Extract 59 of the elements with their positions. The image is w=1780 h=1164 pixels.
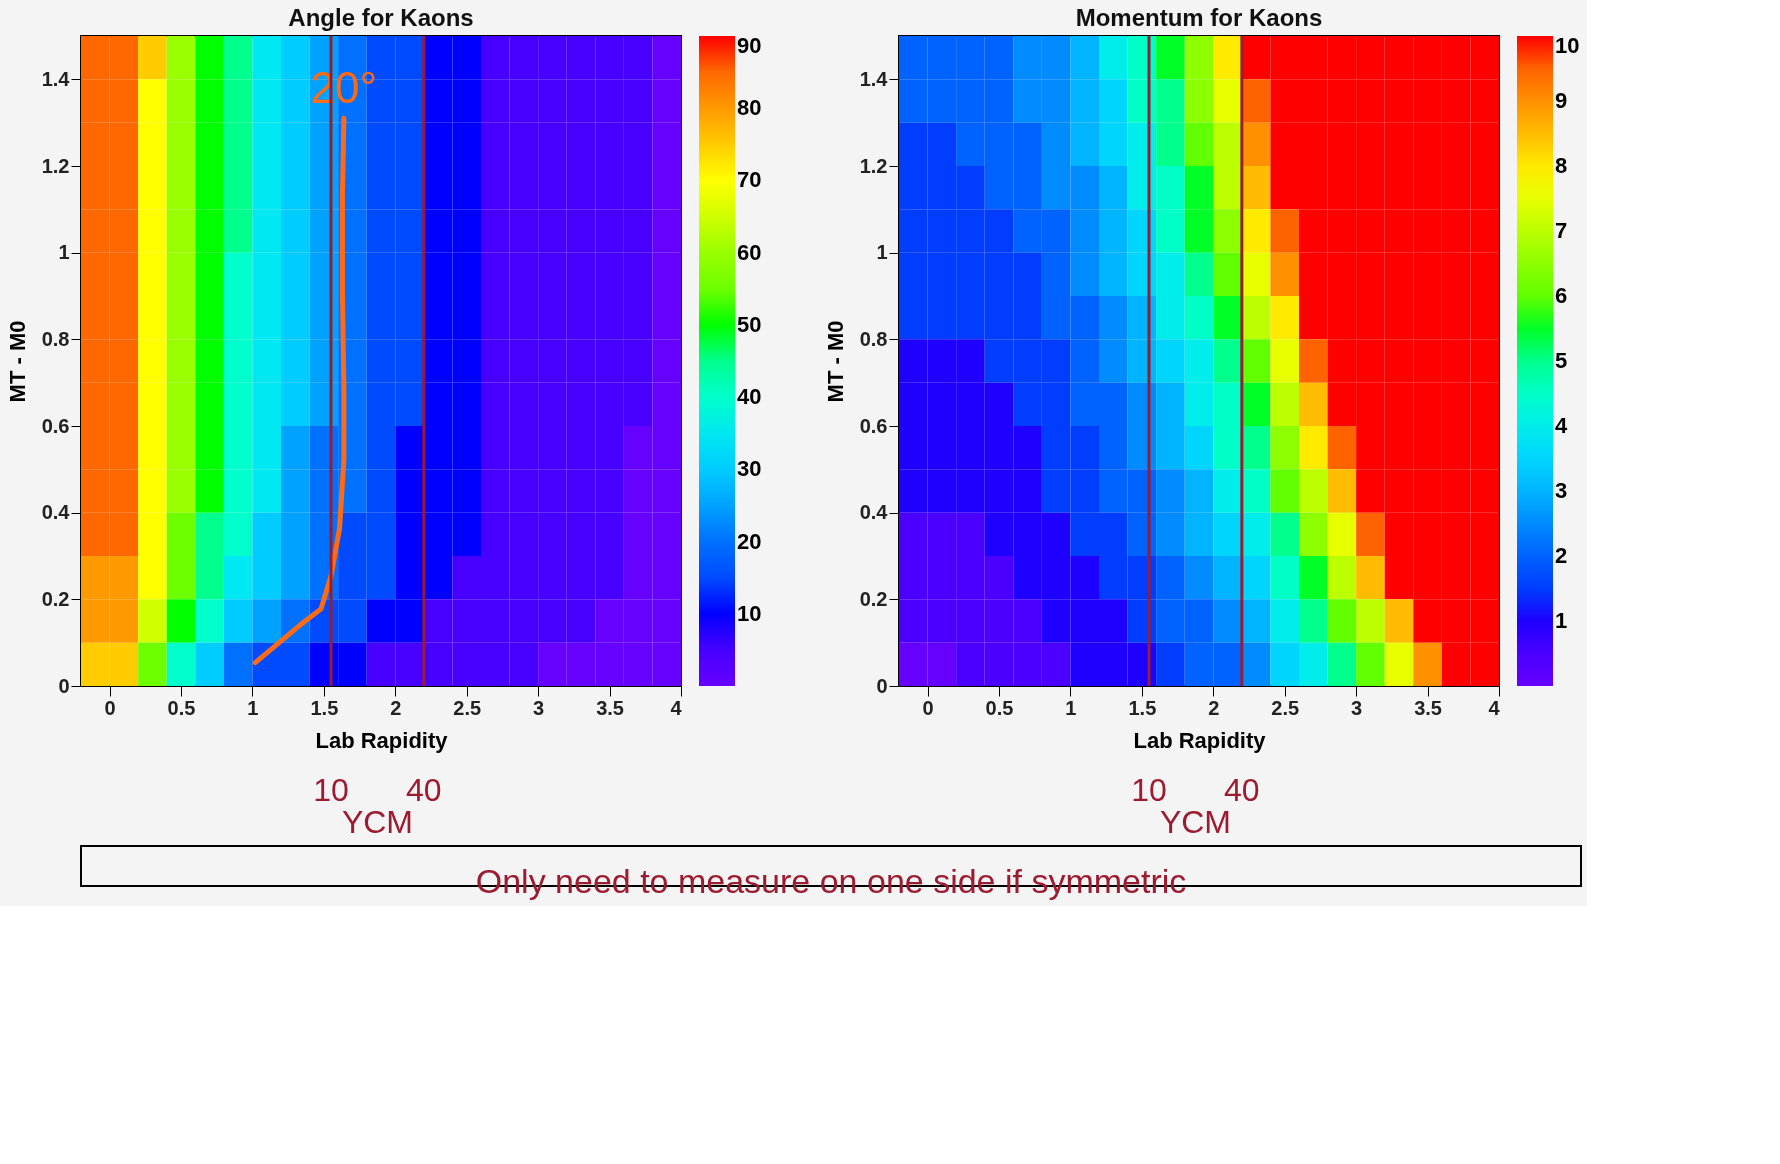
- color-bar-label: 40: [737, 384, 762, 410]
- x-tick-label: 2.5: [1271, 696, 1300, 719]
- y-tick-label: 1: [58, 241, 70, 264]
- color-bar-label: 3: [1555, 478, 1568, 503]
- y-tick-label: 1.4: [859, 67, 889, 90]
- y-tick-label: 0.8: [859, 327, 888, 350]
- color-bar-label: 9: [1555, 88, 1568, 113]
- x-tick-label: 3.5: [1414, 696, 1442, 719]
- color-bar-label: 8: [1555, 153, 1568, 178]
- x-tick-label: 3: [533, 696, 545, 719]
- x-axis-title: Lab Rapidity: [1133, 727, 1267, 753]
- x-tick-label: 3: [1351, 696, 1363, 719]
- x-tick-label: 1.5: [1128, 696, 1157, 719]
- color-bar-label: 5: [1555, 348, 1568, 373]
- x-tick-label: 0: [922, 696, 934, 719]
- y-tick-label: 1: [876, 241, 888, 264]
- x-tick-label: 3.5: [596, 696, 624, 719]
- x-tick-label: 2: [1208, 696, 1220, 719]
- color-bar-label: 80: [737, 95, 762, 121]
- x-axis-title: Lab Rapidity: [315, 727, 449, 753]
- x-tick-label: 1: [1065, 696, 1077, 719]
- y-tick-label: 0.2: [41, 587, 70, 610]
- y-tick-label: 1.2: [41, 154, 70, 177]
- y-tick-label: 1.2: [859, 154, 888, 177]
- color-bar-label: 60: [737, 239, 762, 265]
- color-bar-label: 2: [1555, 543, 1568, 568]
- y-tick-label: 0.2: [859, 587, 888, 610]
- y-tick-label: 0: [876, 674, 888, 697]
- color-bar-label: 7: [1555, 218, 1568, 243]
- x-tick-label: 0.5: [167, 696, 196, 719]
- x-tick-label: 2.5: [453, 696, 482, 719]
- y-tick-label: 0: [58, 674, 70, 697]
- color-bar-label: 6: [1555, 283, 1568, 308]
- color-bar-label: 20: [737, 528, 762, 554]
- x-tick-label: 4: [670, 696, 683, 719]
- y-axis-title: MT - M0: [4, 320, 30, 403]
- color-bar-label: 90: [737, 33, 762, 58]
- y-axis-title: MT - M0: [822, 320, 848, 403]
- y-tick-label: 0.4: [859, 501, 889, 524]
- y-tick-label: 1.4: [41, 67, 71, 90]
- x-tick-label: 1.5: [310, 696, 339, 719]
- color-bar-label: 1: [1555, 608, 1568, 633]
- y-tick-label: 0.6: [41, 414, 70, 437]
- x-tick-label: 1: [247, 696, 259, 719]
- x-tick-label: 4: [1488, 696, 1501, 719]
- color-bar-label: 10: [737, 600, 762, 626]
- x-tick-label: 2: [390, 696, 402, 719]
- y-tick-label: 0.8: [41, 327, 70, 350]
- color-bar-label: 50: [737, 311, 762, 337]
- color-bar-label: 70: [737, 167, 762, 193]
- chart-title: Angle for Kaons: [288, 3, 474, 31]
- y-tick-label: 0.4: [41, 501, 71, 524]
- color-bar-label: 10: [1555, 33, 1580, 58]
- color-bar-label: 4: [1555, 413, 1568, 438]
- x-tick-label: 0.5: [985, 696, 1014, 719]
- y-tick-label: 0.6: [859, 414, 888, 437]
- x-tick-label: 0: [104, 696, 116, 719]
- color-bar-label: 30: [737, 456, 762, 482]
- chart-title: Momentum for Kaons: [1075, 3, 1323, 31]
